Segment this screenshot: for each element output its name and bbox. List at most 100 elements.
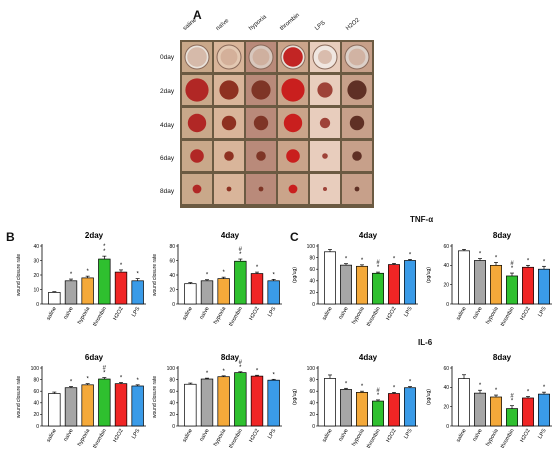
wound-photo — [310, 75, 340, 105]
x-tick-label: H2O2 — [112, 306, 124, 321]
x-tick-label: naïve — [472, 306, 484, 321]
significance-mark: * — [103, 244, 106, 250]
y-tick-label: 60 — [443, 244, 449, 250]
bar-naïve — [200, 280, 214, 305]
wound-photo — [214, 42, 244, 72]
x-tick-label: LPS — [267, 306, 278, 318]
y-axis-label: wound closure rate — [16, 254, 22, 296]
chart-title: 8day — [221, 353, 240, 362]
panel-a-letter: A — [193, 8, 202, 22]
significance-mark: * — [256, 265, 259, 271]
y-tick-label: 20 — [33, 273, 39, 279]
significance-mark: * — [136, 378, 139, 384]
y-tick-label: 0 — [446, 424, 449, 430]
significance-mark: * — [361, 258, 364, 264]
condition-label-thrombin: thrombin — [279, 12, 301, 33]
significance-mark: * — [272, 272, 275, 278]
y-tick-label: 20 — [169, 287, 175, 293]
x-tick-label: hypoxia — [485, 427, 500, 447]
y-tick-label: 20 — [309, 412, 315, 418]
x-tick-label: naïve — [199, 306, 211, 321]
wound-photo — [278, 108, 308, 138]
bar-naïve — [474, 260, 486, 305]
y-tick-label: 80 — [309, 255, 315, 261]
x-tick-label: H2O2 — [248, 306, 260, 321]
bar-LPS — [538, 393, 550, 427]
x-tick-label: thrombin — [228, 428, 244, 450]
y-tick-label: 80 — [169, 244, 175, 250]
bar-saline — [48, 393, 61, 427]
significance-mark: * — [511, 399, 514, 405]
x-tick-label: hypoxia — [213, 427, 228, 447]
bar-H2O2 — [250, 273, 264, 305]
day-label-2: 2day — [160, 88, 175, 95]
bar-saline — [48, 292, 61, 305]
bar-H2O2 — [114, 271, 128, 305]
x-tick-label: H2O2 — [112, 428, 124, 443]
y-tick-label: 60 — [309, 389, 315, 395]
wound-photo — [182, 42, 212, 72]
significance-mark: * — [409, 252, 412, 258]
bar-naïve — [340, 389, 352, 427]
bar-saline — [324, 378, 336, 427]
significance-mark: * — [120, 263, 123, 269]
bar-thrombin — [98, 258, 111, 305]
bar-naïve — [64, 387, 78, 427]
y-tick-label: 80 — [33, 377, 39, 383]
chart-title: 4day — [359, 231, 378, 240]
x-tick-label: thrombin — [366, 306, 382, 328]
bar-LPS — [538, 268, 550, 305]
panel-b-letter: B — [6, 230, 15, 244]
wound-photo — [310, 174, 340, 204]
bar-thrombin — [234, 372, 247, 427]
significance-mark: * — [393, 256, 396, 262]
wound-photo — [342, 108, 372, 138]
bar-thrombin — [506, 408, 518, 427]
x-tick-label: H2O2 — [385, 306, 397, 321]
wound-photo — [214, 141, 244, 171]
bar-H2O2 — [388, 264, 400, 305]
y-tick-label: 100 — [167, 366, 176, 372]
x-tick-label: hypoxia — [351, 427, 366, 447]
bar-H2O2 — [114, 383, 128, 427]
bar-LPS — [267, 379, 280, 427]
bar-LPS — [404, 387, 416, 427]
y-tick-label: 0 — [172, 302, 175, 308]
x-tick-label: thrombin — [228, 306, 244, 328]
x-tick-label: naïve — [338, 428, 350, 443]
significance-mark: * — [239, 252, 242, 258]
x-tick-label: H2O2 — [519, 306, 531, 321]
wound-photo-grid — [180, 40, 374, 208]
x-tick-label: saline — [182, 306, 194, 321]
y-tick-label: 30 — [33, 258, 39, 264]
x-tick-label: saline — [182, 428, 194, 443]
y-tick-label: 40 — [169, 273, 175, 279]
wound-photo — [342, 141, 372, 171]
significance-mark: * — [495, 388, 498, 394]
wound-photo — [278, 141, 308, 171]
bar-saline — [458, 378, 470, 427]
y-tick-label: 20 — [309, 290, 315, 296]
y-tick-label: 20 — [443, 282, 449, 288]
bar-naïve — [474, 392, 486, 427]
chart-title: 4day — [359, 353, 378, 362]
significance-mark: # — [510, 394, 514, 400]
panel-c-letter: C — [290, 230, 299, 244]
y-tick-label: 20 — [443, 404, 449, 410]
bar-LPS — [267, 280, 280, 305]
significance-mark: * — [86, 269, 89, 275]
y-tick-label: 20 — [169, 412, 175, 418]
significance-mark: * — [345, 381, 348, 387]
x-tick-label: saline — [455, 428, 467, 443]
y-tick-label: 40 — [309, 279, 315, 285]
significance-mark: * — [409, 380, 412, 386]
wound-photo — [214, 75, 244, 105]
significance-mark: * — [103, 371, 106, 377]
significance-mark: * — [377, 393, 380, 399]
condition-label-saline: saline — [182, 17, 199, 32]
wound-photo — [182, 174, 212, 204]
x-tick-label: hypoxia — [213, 305, 228, 325]
significance-mark: * — [239, 365, 242, 371]
il6-title: IL-6 — [418, 338, 433, 347]
bar-saline — [184, 383, 197, 427]
